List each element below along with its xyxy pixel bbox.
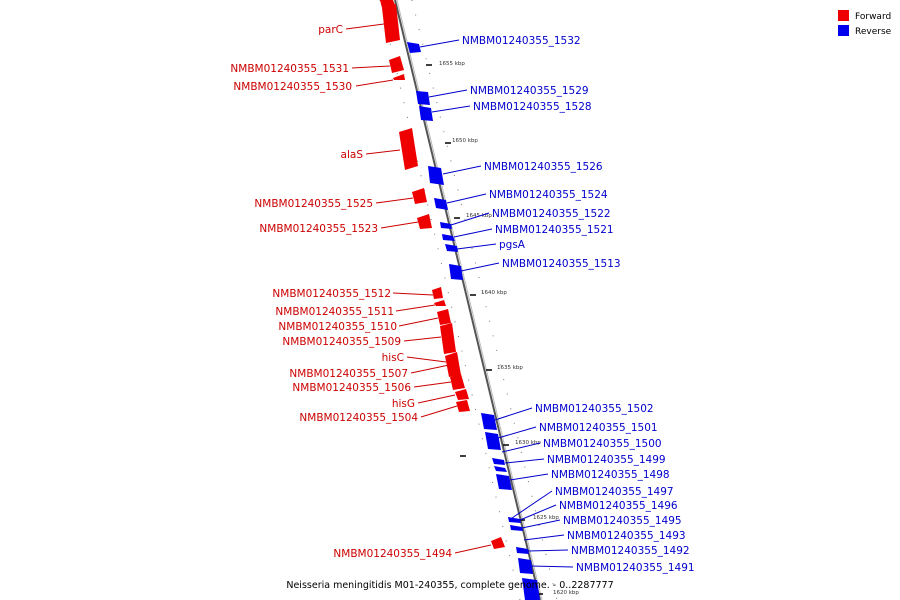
legend-reverse-label: Reverse (855, 27, 892, 37)
gene-block-1510[interactable] (437, 309, 451, 325)
gene-block-1496[interactable] (508, 517, 521, 523)
gene-block-1506[interactable] (450, 374, 465, 390)
gene-block-1524[interactable] (434, 198, 448, 210)
label-1502[interactable]: NMBM01240355_1502 (535, 403, 654, 415)
label-1511[interactable]: NMBM01240355_1511 (275, 306, 394, 318)
forward-gene-blocks (380, 0, 505, 549)
gene-block-1498[interactable] (496, 474, 512, 490)
tick-label-1635: 1635 kbp (497, 365, 523, 371)
gene-block-parc-top[interactable] (380, 0, 395, 8)
gene-block-parc[interactable] (382, 4, 400, 43)
label-pgsa[interactable]: pgsA (499, 239, 526, 251)
legend: Forward Reverse (838, 10, 892, 37)
label-1506[interactable]: NMBM01240355_1506 (292, 382, 411, 394)
gene-block-1528[interactable] (419, 106, 433, 121)
gene-block-bottom[interactable] (522, 578, 540, 600)
label-1531[interactable]: NMBM01240355_1531 (230, 63, 349, 75)
label-1524[interactable]: NMBM01240355_1524 (489, 189, 608, 201)
gene-block-1502[interactable] (481, 413, 497, 430)
forward-gene-labels: parC NMBM01240355_1531 NMBM01240355_1530… (230, 24, 452, 560)
gene-block-pgsa[interactable] (445, 244, 458, 252)
tick-label-1650: 1650 kbp (452, 138, 478, 144)
gene-block-1513[interactable] (449, 264, 463, 280)
label-1529[interactable]: NMBM01240355_1529 (470, 85, 589, 97)
gene-block-1499b[interactable] (494, 466, 507, 472)
gene-block-1495[interactable] (510, 525, 523, 531)
label-1501[interactable]: NMBM01240355_1501 (539, 422, 658, 434)
gene-block-1512[interactable] (432, 287, 443, 299)
label-1491[interactable]: NMBM01240355_1491 (576, 562, 695, 574)
gene-block-hisc[interactable] (445, 352, 461, 377)
gene-block-1504[interactable] (456, 400, 470, 412)
gene-block-1530[interactable] (393, 74, 405, 80)
label-1507[interactable]: NMBM01240355_1507 (289, 368, 408, 380)
legend-reverse-swatch (838, 25, 849, 36)
gene-block-1509[interactable] (440, 323, 456, 354)
label-1495[interactable]: NMBM01240355_1495 (563, 515, 682, 527)
label-1492[interactable]: NMBM01240355_1492 (571, 545, 690, 557)
scale-ticks (426, 64, 543, 595)
label-1526[interactable]: NMBM01240355_1526 (484, 161, 603, 173)
label-1522[interactable]: NMBM01240355_1522 (492, 208, 611, 220)
label-1497[interactable]: NMBM01240355_1497 (555, 486, 674, 498)
gene-block-1492[interactable] (516, 547, 529, 554)
label-parc[interactable]: parC (318, 24, 343, 36)
tick-label-1625: 1625 kbp (533, 515, 559, 521)
gene-block-1491[interactable] (518, 558, 533, 574)
gene-block-1532[interactable] (407, 42, 421, 53)
legend-forward-swatch (838, 10, 849, 21)
label-1498[interactable]: NMBM01240355_1498 (551, 469, 670, 481)
gene-block-1521[interactable] (442, 234, 455, 241)
gene-block-1525[interactable] (412, 188, 427, 204)
label-1500[interactable]: NMBM01240355_1500 (543, 438, 662, 450)
gene-block-1531[interactable] (389, 56, 404, 73)
gene-block-1511[interactable] (434, 300, 446, 306)
label-alas[interactable]: alaS (341, 149, 364, 161)
gene-block-1501[interactable] (485, 432, 501, 450)
label-1510[interactable]: NMBM01240355_1510 (278, 321, 397, 333)
reverse-gene-labels: NMBM01240355_1532 NMBM01240355_1529 NMBM… (462, 35, 695, 574)
label-1493[interactable]: NMBM01240355_1493 (567, 530, 686, 542)
label-hisc[interactable]: hisC (382, 352, 404, 364)
gene-block-1529[interactable] (416, 91, 430, 105)
gene-block-1494[interactable] (491, 537, 505, 549)
tick-label-1620: 1620 kbp (553, 590, 579, 596)
label-1530[interactable]: NMBM01240355_1530 (233, 81, 352, 93)
reverse-gene-blocks (407, 42, 540, 600)
label-1509[interactable]: NMBM01240355_1509 (282, 336, 401, 348)
forward-leader-lines (345, 23, 492, 554)
genome-caption: Neisseria meningitidis M01-240355, compl… (286, 580, 613, 591)
tick-label-1630: 1630 kbp (515, 440, 541, 446)
gene-block-hisg[interactable] (455, 389, 469, 400)
label-1504[interactable]: NMBM01240355_1504 (299, 412, 418, 424)
tick-label-1640: 1640 kbp (481, 290, 507, 296)
label-1496[interactable]: NMBM01240355_1496 (559, 500, 678, 512)
label-1494[interactable]: NMBM01240355_1494 (333, 548, 452, 560)
gene-block-alas[interactable] (399, 128, 418, 170)
gene-block-1523[interactable] (417, 214, 432, 229)
gene-block-1499[interactable] (492, 458, 505, 465)
label-1521[interactable]: NMBM01240355_1521 (495, 224, 614, 236)
label-1513[interactable]: NMBM01240355_1513 (502, 258, 621, 270)
label-1525[interactable]: NMBM01240355_1525 (254, 198, 373, 210)
reverse-leader-lines (419, 39, 574, 568)
gene-block-1526[interactable] (428, 166, 444, 185)
tick-label-1655: 1655 kbp (439, 61, 465, 67)
legend-forward-label: Forward (855, 12, 891, 22)
label-1499[interactable]: NMBM01240355_1499 (547, 454, 666, 466)
label-1512[interactable]: NMBM01240355_1512 (272, 288, 391, 300)
label-hisg[interactable]: hisG (392, 398, 415, 410)
gene-block-1522[interactable] (440, 222, 452, 229)
label-1523[interactable]: NMBM01240355_1523 (259, 223, 378, 235)
label-1528[interactable]: NMBM01240355_1528 (473, 101, 592, 113)
label-1532[interactable]: NMBM01240355_1532 (462, 35, 581, 47)
